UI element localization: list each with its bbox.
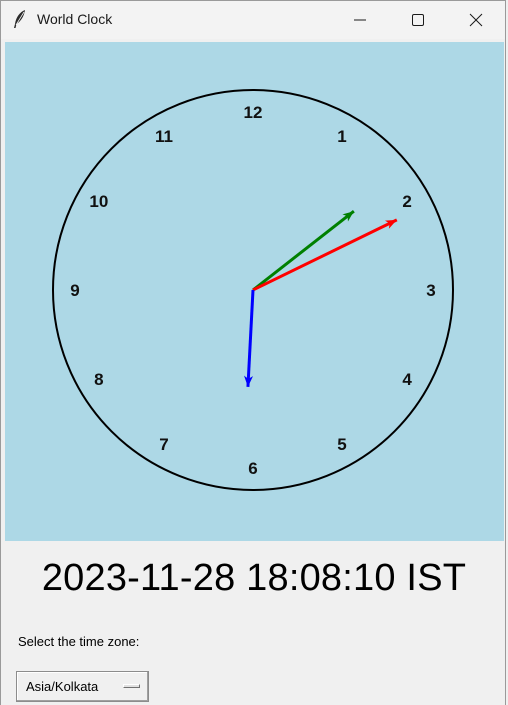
clock-number-11: 11 xyxy=(155,127,173,146)
clock-number-4: 4 xyxy=(402,370,412,389)
second-hand-line xyxy=(246,289,255,387)
feather-icon xyxy=(12,9,28,29)
minimize-icon xyxy=(354,19,366,21)
timezone-label: Select the time zone: xyxy=(18,634,140,649)
clock-number-2: 2 xyxy=(402,192,411,211)
clock-number-10: 10 xyxy=(89,192,108,211)
clock-number-12: 12 xyxy=(244,103,263,122)
second-hand-arrowhead xyxy=(244,375,253,387)
minute-hand xyxy=(252,218,398,292)
hour-hand xyxy=(252,210,355,292)
close-button[interactable] xyxy=(447,1,505,39)
title-bar[interactable]: World Clock xyxy=(1,1,505,39)
second-hand xyxy=(244,289,255,387)
timezone-dropdown[interactable]: Asia/Kolkata xyxy=(16,671,149,702)
clock-face xyxy=(52,89,454,491)
minute-hand-arrowhead xyxy=(384,219,397,229)
timezone-selected-value: Asia/Kolkata xyxy=(26,679,99,694)
minimize-button[interactable] xyxy=(331,1,389,39)
clock-number-3: 3 xyxy=(426,281,435,300)
clock-number-9: 9 xyxy=(70,281,79,300)
hour-hand-arrowhead xyxy=(342,211,354,222)
clock-number-6: 6 xyxy=(248,459,257,478)
window-title: World Clock xyxy=(37,11,113,27)
clock-number-1: 1 xyxy=(337,127,346,146)
clock-canvas: 12 1 2 3 4 5 6 7 8 9 10 11 xyxy=(5,42,504,541)
clock-number-5: 5 xyxy=(337,435,346,454)
maximize-button[interactable] xyxy=(389,1,447,39)
hour-hand-line xyxy=(252,210,355,292)
clock-number-7: 7 xyxy=(159,435,168,454)
digital-time-display: 2023-11-28 18:08:10 IST xyxy=(41,557,467,599)
minute-hand-line xyxy=(252,218,398,292)
clock-number-8: 8 xyxy=(94,370,103,389)
close-icon xyxy=(469,13,483,27)
option-menu-indicator-icon xyxy=(123,684,140,688)
maximize-icon xyxy=(412,14,424,26)
